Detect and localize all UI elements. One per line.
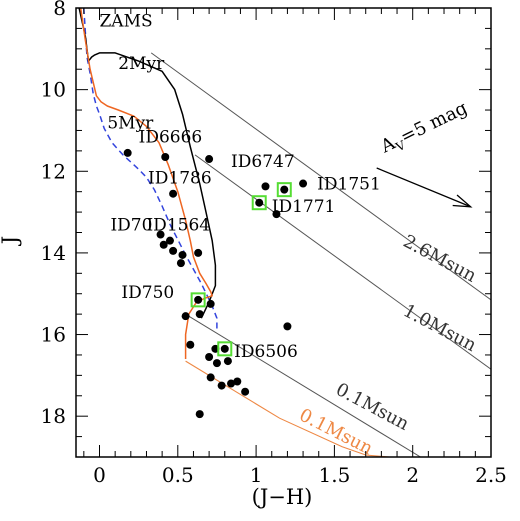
star-point-19: [186, 340, 195, 349]
y-tick-label: 8: [53, 0, 66, 20]
x-tick-label: 0.5: [162, 463, 194, 487]
star-point-14: [181, 312, 190, 321]
points-layer: [123, 148, 308, 419]
star-point-6: [272, 210, 281, 219]
star-point-2: [205, 155, 214, 164]
annotation-5myr: 5Myr: [107, 113, 154, 133]
star-point-25: [227, 379, 236, 388]
reddening-vector-label-suffix: =5 mag: [397, 98, 471, 148]
star-point-8: [159, 240, 168, 249]
star-point-21: [212, 359, 221, 368]
annotation-zams: ZAMS: [99, 11, 152, 31]
ticks-layer: 0 0.5 1 1.5 2 2.5 8 10 12 14 16 18: [41, 0, 507, 487]
star-point-5: [169, 189, 178, 198]
annotation-id1786: ID1786: [148, 169, 212, 189]
star-point-22: [223, 357, 232, 366]
y-tick-label: 16: [41, 323, 66, 347]
star-point-3: [261, 182, 270, 191]
star-point-0: [123, 148, 132, 157]
annotation-id750: ID750: [121, 283, 174, 303]
reddening-line-2: [188, 315, 421, 457]
x-tick-label: 1.5: [318, 463, 350, 487]
x-axis-title: (J−H): [252, 485, 313, 509]
reddening-vector-label: AV=5 mag: [377, 98, 472, 161]
y-tick-label: 18: [41, 404, 66, 428]
annotation-id1771: ID1771: [272, 197, 336, 217]
reddening-line-label-0: 2.6Msun: [400, 231, 480, 287]
star-point-32: [220, 344, 229, 353]
x-tick-label: 0: [93, 463, 106, 487]
star-point-30: [280, 185, 289, 194]
annotation-2myr: 2Myr: [118, 54, 165, 74]
star-point-11: [178, 250, 187, 259]
isochrone-zams: [83, 8, 218, 331]
isochrone-2myr: [78, 8, 217, 319]
reddening-line-0: [150, 52, 491, 301]
annotation-id1564: ID1564: [146, 215, 210, 235]
annotation-id6666: ID6666: [139, 128, 203, 148]
highlighted-star-box-30: [276, 182, 292, 198]
reddening-line-label-1: 1.0Msun: [400, 300, 480, 356]
y-tick-label: 12: [41, 159, 66, 183]
star-point-31: [194, 295, 203, 304]
star-point-16: [195, 310, 204, 319]
star-point-15: [206, 299, 215, 308]
star-point-12: [176, 259, 185, 268]
star-point-26: [233, 377, 242, 386]
star-point-24: [217, 381, 226, 390]
highlighted-star-box-31: [190, 292, 206, 308]
reddening-vector-head: [452, 194, 473, 208]
annotation-id1751: ID1751: [317, 175, 381, 195]
x-tick-label: 1: [250, 463, 263, 487]
x-tick-label: 2.5: [475, 463, 507, 487]
highlighted-star-box-29: [251, 195, 267, 211]
y-axis-title: J: [0, 236, 22, 246]
annotation-id70: ID70: [110, 215, 152, 235]
star-point-9: [165, 236, 174, 245]
star-point-13: [194, 248, 203, 257]
reddening-vector: [376, 167, 471, 208]
star-point-18: [283, 322, 292, 331]
annotation-id6747: ID6747: [231, 152, 295, 172]
star-point-28: [195, 410, 204, 419]
y-tick-label: 10: [41, 78, 66, 102]
star-point-4: [299, 179, 308, 188]
star-point-29: [255, 198, 264, 207]
annotation-id6506: ID6506: [234, 342, 298, 362]
star-point-7: [156, 230, 165, 239]
star-point-1: [161, 152, 170, 161]
star-point-23: [206, 373, 215, 382]
star-point-27: [241, 387, 250, 396]
star-point-20: [205, 352, 214, 361]
reddening-line-1: [194, 154, 491, 370]
star-point-10: [169, 246, 178, 255]
y-tick-label: 14: [41, 241, 66, 265]
x-tick-label: 2: [406, 463, 419, 487]
highlighted-star-box-32: [217, 341, 233, 357]
